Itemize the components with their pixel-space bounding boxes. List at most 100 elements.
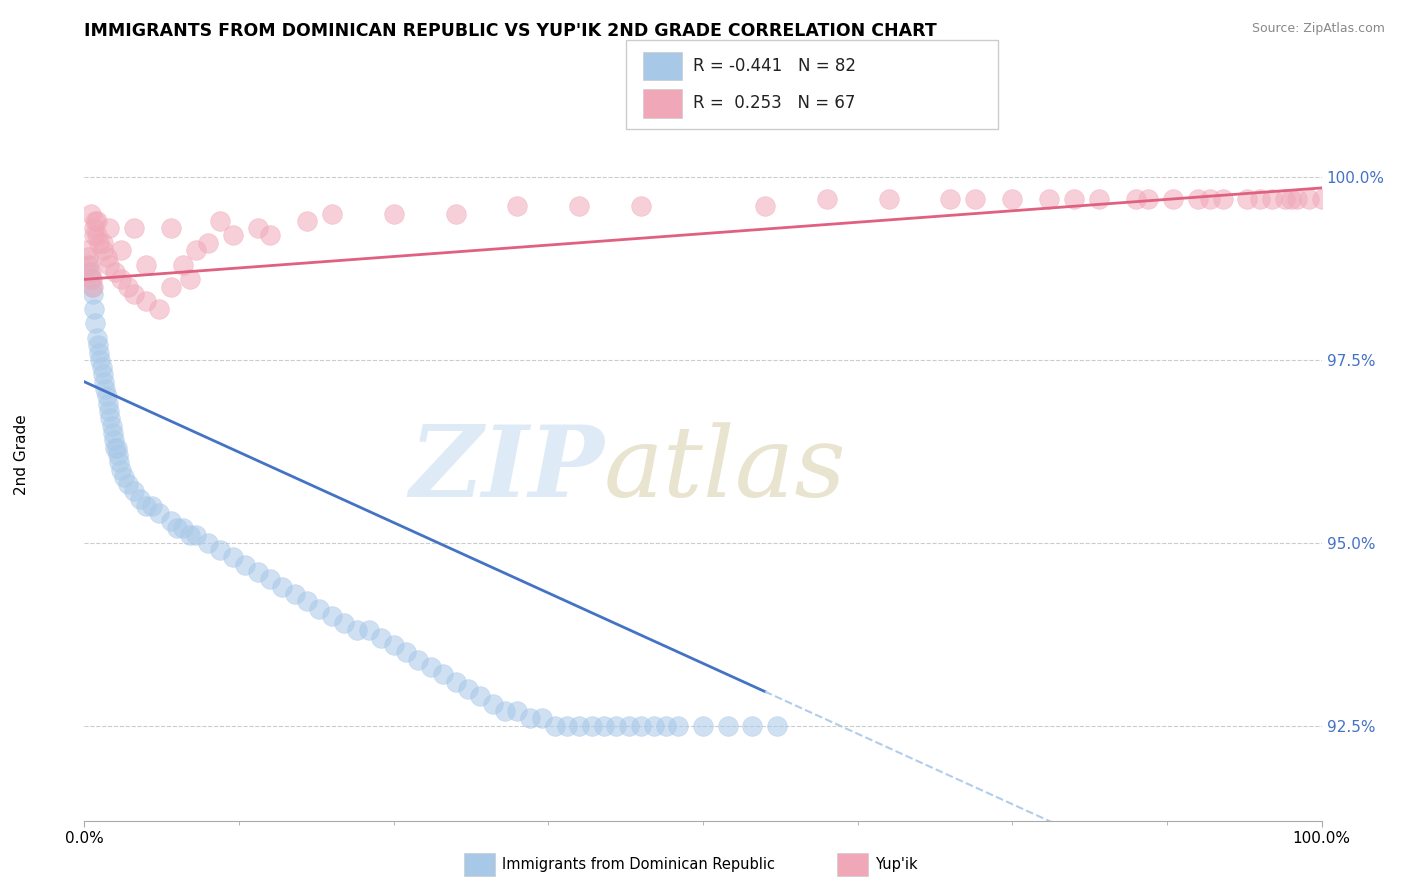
Point bbox=[432, 667, 454, 681]
Point bbox=[395, 645, 418, 659]
Point bbox=[1236, 192, 1258, 206]
Point bbox=[77, 251, 100, 265]
Point bbox=[86, 331, 108, 345]
Point bbox=[197, 235, 219, 250]
Text: ZIP: ZIP bbox=[409, 421, 605, 517]
Point bbox=[643, 718, 665, 732]
Point bbox=[382, 206, 405, 220]
Text: IMMIGRANTS FROM DOMINICAN REPUBLIC VS YUP'IK 2ND GRADE CORRELATION CHART: IMMIGRANTS FROM DOMINICAN REPUBLIC VS YU… bbox=[84, 22, 938, 40]
Point bbox=[86, 214, 108, 228]
Point bbox=[160, 514, 183, 528]
Point bbox=[96, 251, 118, 265]
Point bbox=[179, 272, 201, 286]
Point bbox=[98, 411, 121, 425]
Point bbox=[98, 221, 121, 235]
Point bbox=[129, 491, 152, 506]
Point bbox=[117, 477, 139, 491]
Point bbox=[184, 528, 207, 542]
Point bbox=[444, 206, 467, 220]
Point bbox=[1212, 192, 1234, 206]
Point bbox=[692, 718, 714, 732]
Point bbox=[104, 265, 127, 279]
Point bbox=[79, 265, 101, 279]
Point bbox=[135, 294, 157, 309]
Point bbox=[87, 338, 110, 352]
Point bbox=[172, 521, 194, 535]
Point bbox=[965, 192, 987, 206]
Point bbox=[1137, 192, 1160, 206]
Point bbox=[246, 565, 269, 579]
Point bbox=[1063, 192, 1085, 206]
Point bbox=[83, 301, 105, 316]
Point bbox=[295, 214, 318, 228]
Point bbox=[308, 601, 330, 615]
Point bbox=[103, 434, 125, 448]
Point bbox=[295, 594, 318, 608]
Point bbox=[1199, 192, 1222, 206]
Point bbox=[135, 258, 157, 272]
Point bbox=[89, 345, 111, 359]
Point bbox=[122, 221, 145, 235]
Point bbox=[84, 316, 107, 330]
Point bbox=[581, 718, 603, 732]
Point bbox=[321, 608, 343, 623]
Point bbox=[98, 404, 121, 418]
Point bbox=[470, 690, 492, 704]
Point bbox=[605, 718, 627, 732]
Point bbox=[148, 301, 170, 316]
Point bbox=[197, 535, 219, 549]
Point bbox=[179, 528, 201, 542]
Point bbox=[666, 718, 689, 732]
Point bbox=[110, 462, 132, 476]
Point bbox=[172, 258, 194, 272]
Point bbox=[593, 718, 616, 732]
Point bbox=[98, 258, 121, 272]
Point bbox=[209, 543, 232, 558]
Point bbox=[519, 711, 541, 725]
Point bbox=[80, 279, 103, 293]
Point bbox=[96, 389, 118, 403]
Point bbox=[754, 199, 776, 213]
Point bbox=[1279, 192, 1302, 206]
Point bbox=[630, 199, 652, 213]
Point bbox=[1274, 192, 1296, 206]
Point bbox=[90, 360, 112, 375]
Point bbox=[93, 375, 115, 389]
Text: Immigrants from Dominican Republic: Immigrants from Dominican Republic bbox=[502, 857, 775, 871]
Point bbox=[419, 660, 441, 674]
Point bbox=[86, 228, 108, 243]
Point bbox=[104, 441, 127, 455]
Point bbox=[481, 697, 503, 711]
Point bbox=[233, 558, 256, 572]
Text: atlas: atlas bbox=[605, 422, 846, 517]
Point bbox=[107, 448, 129, 462]
Point bbox=[617, 718, 640, 732]
Point bbox=[89, 352, 111, 367]
Point bbox=[91, 243, 114, 257]
Point bbox=[1285, 192, 1308, 206]
Text: Yup'ik: Yup'ik bbox=[875, 857, 917, 871]
Point bbox=[79, 272, 101, 286]
Point bbox=[333, 616, 356, 631]
Point bbox=[457, 681, 479, 696]
Point bbox=[408, 653, 430, 667]
Text: R = -0.441   N = 82: R = -0.441 N = 82 bbox=[693, 57, 856, 75]
Point bbox=[97, 397, 120, 411]
Point bbox=[84, 214, 107, 228]
Point bbox=[122, 484, 145, 499]
Point bbox=[105, 441, 128, 455]
Point bbox=[122, 287, 145, 301]
Point bbox=[1161, 192, 1184, 206]
Point bbox=[141, 499, 163, 513]
Point bbox=[506, 199, 529, 213]
Y-axis label: 2nd Grade: 2nd Grade bbox=[14, 415, 28, 495]
Point bbox=[209, 214, 232, 228]
Point bbox=[382, 638, 405, 652]
Point bbox=[160, 279, 183, 293]
Point bbox=[166, 521, 188, 535]
Point bbox=[1249, 192, 1271, 206]
Point bbox=[91, 368, 114, 382]
Point bbox=[82, 279, 104, 293]
Point bbox=[555, 718, 578, 732]
Point bbox=[531, 711, 554, 725]
